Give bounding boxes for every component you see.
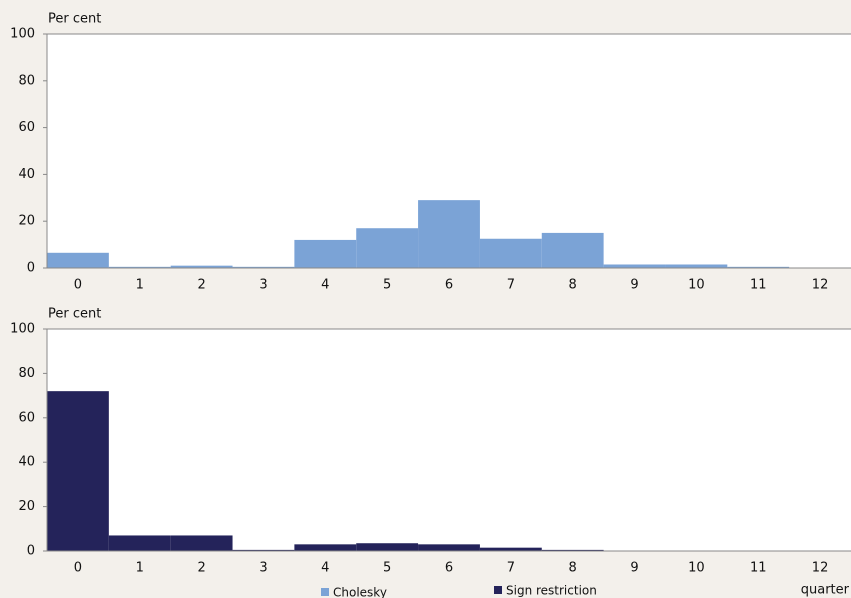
x-axis-label: quarter xyxy=(801,583,850,598)
bar xyxy=(665,264,728,268)
x-tick-label: 12 xyxy=(812,561,829,576)
y-tick-label: 20 xyxy=(18,214,35,229)
y-tick-label: 80 xyxy=(18,366,35,381)
x-tick-label: 7 xyxy=(507,561,515,576)
bar xyxy=(418,544,480,551)
x-tick-label: 10 xyxy=(688,278,705,293)
x-tick-label: 11 xyxy=(750,278,767,293)
legend-swatch xyxy=(321,588,329,596)
x-tick-label: 3 xyxy=(259,561,267,576)
x-tick-label: 9 xyxy=(630,561,638,576)
x-tick-label: 1 xyxy=(136,561,144,576)
bar xyxy=(232,549,295,551)
x-tick-label: 8 xyxy=(569,561,577,576)
y-tick-label: 80 xyxy=(18,73,35,88)
y-axis-label: Per cent xyxy=(48,12,101,27)
bar xyxy=(356,228,419,268)
y-tick-label: 100 xyxy=(10,322,35,337)
x-tick-label: 12 xyxy=(812,278,829,293)
y-tick-label: 60 xyxy=(18,120,35,135)
bar xyxy=(541,232,604,268)
x-tick-label: 5 xyxy=(383,278,391,293)
legend-label: Cholesky xyxy=(333,586,387,598)
y-tick-label: 0 xyxy=(27,261,35,276)
bar xyxy=(170,265,233,268)
x-tick-label: 2 xyxy=(197,278,205,293)
bar xyxy=(232,266,295,268)
bar xyxy=(603,264,666,268)
legend-swatch xyxy=(494,586,502,594)
bar xyxy=(47,252,109,268)
bar xyxy=(170,535,233,551)
y-tick-label: 40 xyxy=(18,455,35,470)
bar xyxy=(294,544,357,551)
x-tick-label: 6 xyxy=(445,561,453,576)
legend-label: Sign restriction xyxy=(506,584,597,598)
y-tick-label: 0 xyxy=(27,544,35,559)
x-tick-label: 5 xyxy=(383,561,391,576)
bar xyxy=(479,238,542,268)
x-tick-label: 0 xyxy=(74,278,82,293)
x-tick-label: 0 xyxy=(74,561,82,576)
x-tick-label: 6 xyxy=(445,278,453,293)
x-tick-label: 7 xyxy=(507,278,515,293)
bar xyxy=(479,547,542,551)
bar xyxy=(108,535,171,551)
x-tick-label: 2 xyxy=(197,561,205,576)
bar xyxy=(541,549,604,551)
bar xyxy=(47,391,109,551)
y-tick-label: 60 xyxy=(18,410,35,425)
bar xyxy=(294,239,357,268)
x-tick-label: 8 xyxy=(569,278,577,293)
x-tick-label: 4 xyxy=(321,278,329,293)
y-axis-label: Per cent xyxy=(48,307,101,322)
bar xyxy=(418,200,480,268)
y-tick-label: 20 xyxy=(18,499,35,514)
x-tick-label: 9 xyxy=(630,278,638,293)
plot-area xyxy=(47,329,851,551)
x-tick-label: 11 xyxy=(750,561,767,576)
x-tick-label: 3 xyxy=(259,278,267,293)
bar xyxy=(727,266,790,268)
y-tick-label: 40 xyxy=(18,167,35,182)
x-tick-label: 10 xyxy=(688,561,705,576)
x-tick-label: 4 xyxy=(321,561,329,576)
bar xyxy=(108,266,171,268)
bar xyxy=(356,543,419,551)
y-tick-label: 100 xyxy=(10,27,35,42)
x-tick-label: 1 xyxy=(136,278,144,293)
